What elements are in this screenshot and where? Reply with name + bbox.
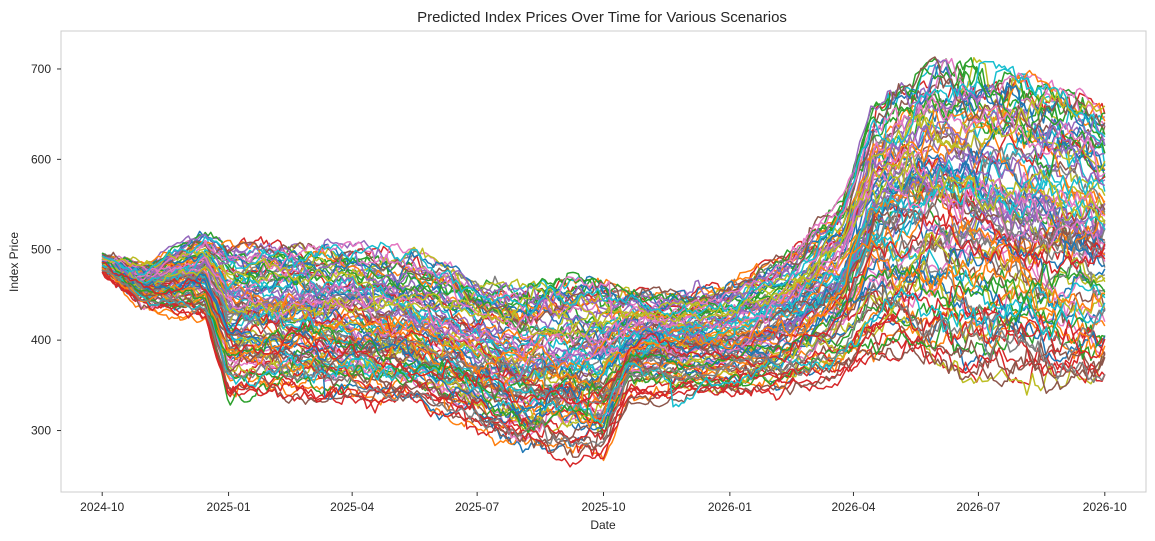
series-line-90 — [101, 264, 1106, 424]
y-tick-label: 700 — [31, 62, 51, 76]
x-tick-label: 2025-01 — [207, 500, 251, 514]
series-line-63 — [101, 88, 1106, 321]
series-line-82 — [101, 252, 1106, 428]
y-tick-label: 400 — [31, 333, 51, 347]
y-axis-ticks: 300 400 500 600 700 — [31, 62, 61, 438]
x-tick-label: 2025-04 — [330, 500, 374, 514]
series-line-97 — [101, 96, 1106, 329]
series-line-100 — [101, 60, 1106, 318]
series-line-88 — [102, 194, 1106, 406]
x-axis-label: Date — [590, 518, 616, 532]
series-line-84 — [101, 271, 1106, 444]
x-axis-ticks: 2024-10 2025-01 2025-04 2025-07 2025-10 2026-… — [80, 492, 1127, 514]
x-tick-label: 2026-01 — [708, 500, 752, 514]
series-line-75 — [101, 84, 1106, 318]
x-tick-label: 2025-10 — [581, 500, 625, 514]
series-line-89 — [101, 150, 1106, 338]
series-line-74 — [102, 271, 1106, 468]
series-line-14 — [101, 271, 1106, 457]
x-tick-label: 2024-10 — [80, 500, 124, 514]
y-tick-label: 300 — [31, 424, 51, 438]
series-line-77 — [101, 141, 1106, 388]
series-lines — [101, 56, 1106, 468]
series-line-56 — [101, 268, 1106, 459]
series-line-69 — [101, 231, 1106, 392]
x-tick-label: 2026-10 — [1083, 500, 1127, 514]
y-tick-label: 500 — [31, 243, 51, 257]
x-tick-label: 2026-07 — [956, 500, 1000, 514]
series-line-99 — [102, 89, 1106, 327]
series-line-68 — [101, 168, 1106, 418]
y-tick-label: 600 — [31, 152, 51, 166]
series-line-80 — [101, 159, 1106, 356]
series-line-94 — [102, 213, 1106, 405]
series-line-87 — [101, 169, 1106, 361]
series-line-73 — [101, 265, 1106, 404]
series-line-93 — [102, 261, 1106, 434]
x-tick-label: 2025-07 — [455, 500, 499, 514]
series-line-92 — [101, 239, 1105, 386]
series-line-33 — [101, 86, 1106, 340]
series-line-98 — [102, 270, 1106, 448]
x-tick-label: 2026-04 — [831, 500, 875, 514]
y-axis-label: Index Price — [7, 232, 21, 292]
chart-title: Predicted Index Prices Over Time for Var… — [417, 9, 787, 26]
series-line-24 — [101, 269, 1106, 436]
